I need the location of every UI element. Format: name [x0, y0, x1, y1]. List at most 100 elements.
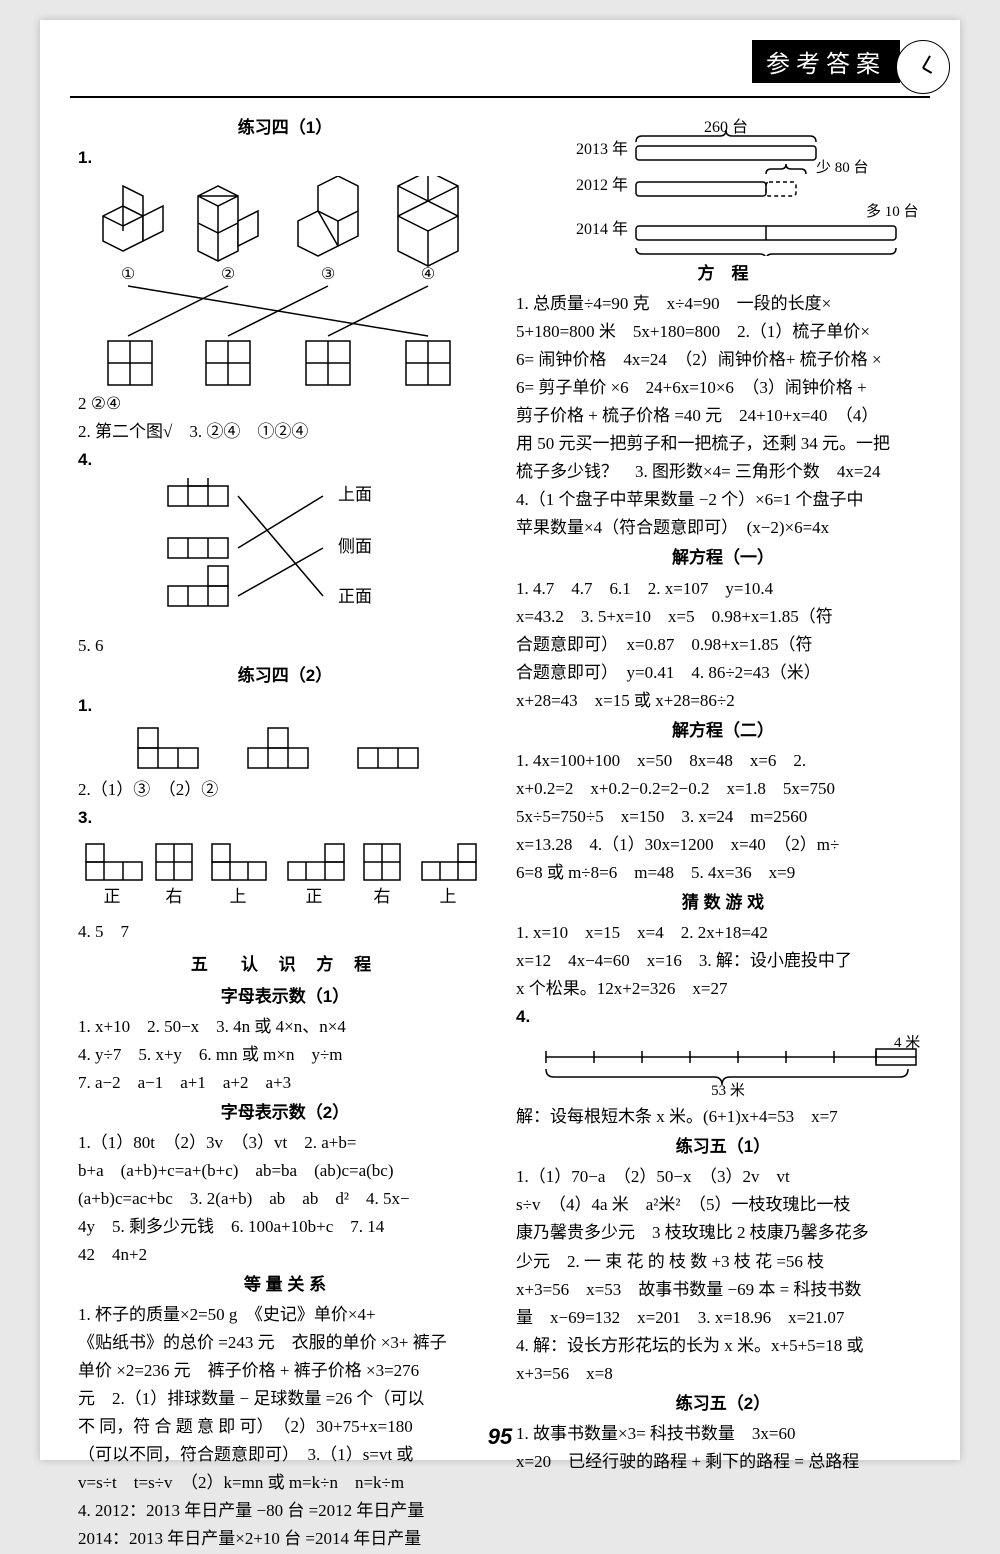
- eq-l6: v=s÷t t=s÷v （2）k=mn 或 m=k÷n n=k÷m: [78, 1469, 492, 1497]
- eq-l1: 《贴纸书》的总价 =243 元 衣服的单价 ×3+ 裤子: [78, 1329, 492, 1357]
- j2-l1: x+0.2=2 x+0.2−0.2=2−0.2 x=1.8 5x=750: [516, 775, 930, 803]
- j2-l4: 6=8 或 m÷8=6 m=48 5. 4x=36 x=9: [516, 859, 930, 887]
- svg-text:2014 年: 2014 年: [576, 220, 628, 238]
- fc-l3: 6= 剪子单价 ×6 24+6x=10×6 （3）闹钟价格 +: [516, 374, 930, 402]
- ex42-q1-figure: [78, 724, 492, 772]
- fc-l0: 1. 总质量÷4=90 克 x÷4=90 一段的长度×: [516, 290, 930, 318]
- wood-bar-figure: 4 米 53 米: [516, 1035, 930, 1099]
- fc-l1: 5+180=800 米 5x+180=800 2.（1）梳子单价×: [516, 318, 930, 346]
- p51-l5: 量 x−69=132 x=201 3. x=18.96 x=21.07: [516, 1304, 930, 1332]
- ex42-n1: 1.: [78, 696, 92, 715]
- eq-l3: 元 2.（1）排球数量 − 足球数量 =26 个（可以: [78, 1385, 492, 1413]
- cs-after: 解：设每根短木条 x 米。(6+1)x+4=53 x=7: [516, 1103, 930, 1131]
- fc-l7: 4.（1 个盘子中苹果数量 −2 个）×6=1 个盘子中: [516, 486, 930, 514]
- ex42-n4: 4. 5 7: [78, 918, 492, 946]
- p51-l4: x+3=56 x=53 故事书数量 −69 本 = 科技书数: [516, 1276, 930, 1304]
- p51-l2: 康乃馨贵多少元 3 枝玫瑰比 2 枝康乃馨多花多: [516, 1219, 930, 1247]
- eq-l8: 2014：2013 年日产量×2+10 台 =2014 年日产量: [78, 1525, 492, 1553]
- svg-text:53 米: 53 米: [711, 1082, 745, 1099]
- svg-text:2012 年: 2012 年: [576, 176, 628, 194]
- p52-l1: x=20 已经行驶的路程 + 剩下的路程 = 总路程: [516, 1448, 930, 1476]
- sec-p52: 练习五（2）: [516, 1390, 930, 1418]
- ex4-2-title: 练习四（2）: [78, 662, 492, 690]
- face-front: 正面: [338, 587, 372, 606]
- j1-l3: 合题意即可） y=0.41 4. 86÷2=43（米）: [516, 659, 930, 687]
- sec-j1: 解方程（一）: [516, 544, 930, 572]
- q1-label-4: ④: [421, 266, 435, 283]
- p51-l0: 1.（1）70−a （2）50−x （3）2v vt: [516, 1163, 930, 1191]
- sec-p51: 练习五（1）: [516, 1133, 930, 1161]
- sub-eq: 等 量 关 系: [78, 1271, 492, 1299]
- svg-text:右: 右: [374, 887, 391, 906]
- p51-l1: s÷v （4）4a 米 a²米² （5）一枝玫瑰比一枝: [516, 1191, 930, 1219]
- ex4-1-title: 练习四（1）: [78, 114, 492, 142]
- sec-cs: 猜 数 游 戏: [516, 889, 930, 917]
- section-5-title: 五 认 识 方 程: [78, 951, 492, 979]
- p51-l3: 少元 2. 一 束 花 的 枝 数 +3 枝 花 =56 枝: [516, 1248, 930, 1276]
- a2-l1: b+a (a+b)+c=a+(b+c) ab=ba (ab)c=a(bc): [78, 1157, 492, 1185]
- fc-l4: 剪子价格 + 梳子价格 =40 元 24+10+x=40 （4）: [516, 402, 930, 430]
- right-column: 260 台 2013 年 2012 年 少 80 台 2014 年: [508, 112, 938, 1414]
- face-top: 上面: [338, 485, 372, 504]
- left-column: 练习四（1） 1.: [70, 112, 500, 1414]
- q2-line2: 2. 第二个图√ 3. ②④ ①②④: [78, 418, 492, 446]
- page-number: 95: [40, 1424, 960, 1450]
- eq-l7: 4. 2012：2013 年日产量 −80 台 =2012 年日产量: [78, 1497, 492, 1525]
- ex42-q3-figure: 正 右 上 正 右 上: [78, 836, 492, 914]
- svg-text:正: 正: [306, 887, 323, 906]
- a1-l2: 7. a−2 a−1 a+1 a+2 a+3: [78, 1069, 492, 1097]
- j1-l0: 1. 4.7 4.7 6.1 2. x=107 y=10.4: [516, 575, 930, 603]
- svg-text:少 80 台: 少 80 台: [816, 159, 869, 176]
- a1-l0: 1. x+10 2. 50−x 3. 4n 或 4×n、n×4: [78, 1013, 492, 1041]
- cs-l1: x=12 4x−4=60 x=16 3. 解：设小鹿投中了: [516, 947, 930, 975]
- q5: 5. 6: [78, 632, 492, 660]
- j2-l3: x=13.28 4.（1）30x=1200 x=40 （2）m÷: [516, 831, 930, 859]
- cs-l0: 1. x=10 x=15 x=4 2. 2x+18=42: [516, 919, 930, 947]
- a1-l1: 4. y÷7 5. x+y 6. mn 或 m×n y÷m: [78, 1041, 492, 1069]
- svg-text:上: 上: [230, 887, 247, 906]
- answer-key-banner: 参考答案: [752, 40, 900, 83]
- cs-n4: 4.: [516, 1007, 530, 1026]
- fc-l6: 梳子多少钱？ 3. 图形数×4= 三角形个数 4x=24: [516, 458, 930, 486]
- eq-l2: 单价 ×2=236 元 裤子价格 + 裤子价格 ×3=276: [78, 1357, 492, 1385]
- content-columns: 练习四（1） 1.: [70, 112, 930, 1414]
- svg-text:上: 上: [440, 887, 457, 906]
- q1-label-3: ③: [321, 266, 335, 283]
- svg-text:多 10 台: 多 10 台: [866, 203, 919, 220]
- svg-text:正: 正: [104, 887, 121, 906]
- sec-j2: 解方程（二）: [516, 717, 930, 745]
- j1-l2: 合题意即可） x=0.87 0.98+x=1.85（符: [516, 631, 930, 659]
- q4-number: 4.: [78, 450, 92, 469]
- fc-l2: 6= 闹钟价格 4x=24 （2）闹钟价格+ 梳子价格 ×: [516, 346, 930, 374]
- q1-number: 1.: [78, 148, 92, 167]
- q1-label-1: ①: [121, 266, 135, 283]
- j1-l4: x+28=43 x=15 或 x+28=86÷2: [516, 687, 930, 715]
- cs-l2: x 个松果。12x+2=326 x=27: [516, 975, 930, 1003]
- sec-fangcheng: 方 程: [516, 260, 930, 288]
- j1-l1: x=43.2 3. 5+x=10 x=5 0.98+x=1.85（符: [516, 603, 930, 631]
- a2-l3: 4y 5. 剩多少元钱 6. 100a+10b+c 7. 14: [78, 1213, 492, 1241]
- q2-line1: 2 ②④: [78, 390, 492, 418]
- svg-text:右: 右: [166, 887, 183, 906]
- a2-l0: 1.（1）80t （2）3v （3）vt 2. a+b=: [78, 1129, 492, 1157]
- fc-l5: 用 50 元买一把剪子和一把梳子，还剩 34 元。一把: [516, 430, 930, 458]
- sub-a1: 字母表示数（1）: [78, 983, 492, 1011]
- ex42-n2: 2.（1）③ （2）②: [78, 776, 492, 804]
- q1-label-2: ②: [221, 266, 235, 283]
- sub-a2: 字母表示数（2）: [78, 1099, 492, 1127]
- page: 参考答案 练习四（1） 1.: [40, 20, 960, 1460]
- p51-l7: x+3=56 x=8: [516, 1360, 930, 1388]
- a2-l2: (a+b)c=ac+bc 3. 2(a+b) ab ab d² 4. 5x−: [78, 1185, 492, 1213]
- j2-l0: 1. 4x=100+100 x=50 8x=48 x=6 2.: [516, 747, 930, 775]
- face-side: 侧面: [338, 537, 372, 556]
- p51-l6: 4. 解：设长方形花坛的长为 x 米。x+5+5=18 或: [516, 1332, 930, 1360]
- ex42-n3: 3.: [78, 808, 92, 827]
- a2-l4: 42 4n+2: [78, 1241, 492, 1269]
- header-rule: [70, 96, 930, 98]
- clock-icon: [896, 40, 950, 94]
- q1-figure: ① ② ③ ④: [78, 176, 492, 386]
- q4-figure: 上面 侧面 正面: [78, 478, 492, 628]
- fc-l8: 苹果数量×4（符合题意即可） (x−2)×6=4x: [516, 514, 930, 542]
- j2-l2: 5x÷5=750÷5 x=150 3. x=24 m=2560: [516, 803, 930, 831]
- year-bracket-figure: 260 台 2013 年 2012 年 少 80 台 2014 年: [516, 116, 930, 256]
